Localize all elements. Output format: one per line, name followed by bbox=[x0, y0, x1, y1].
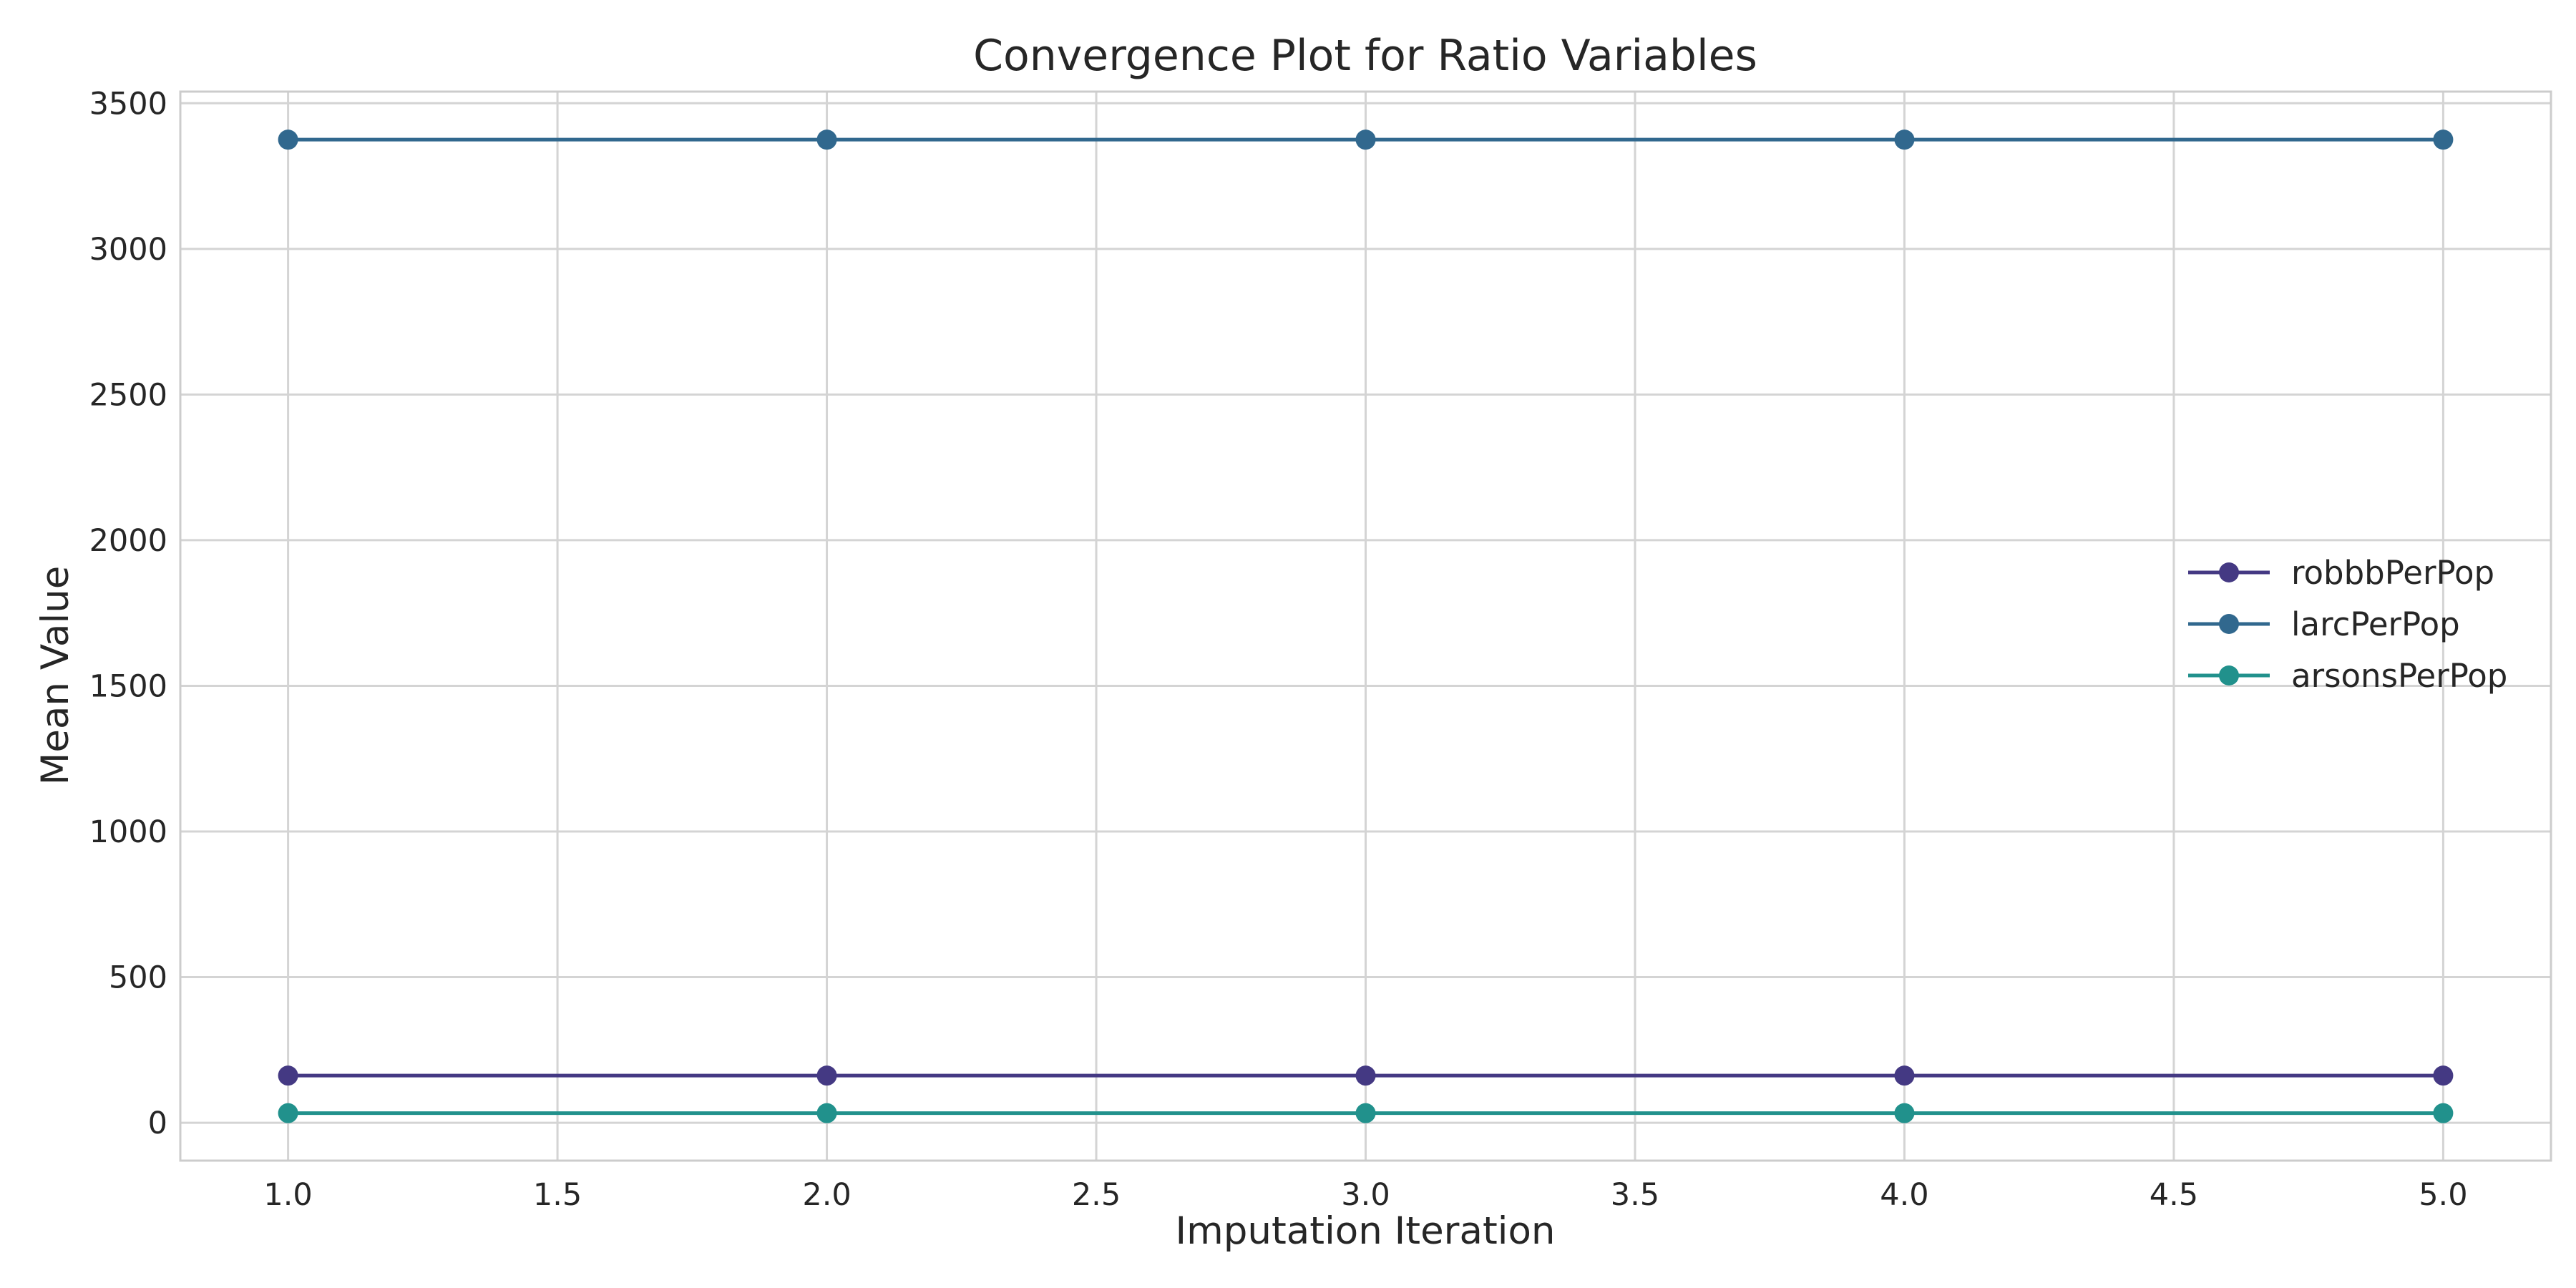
y-tick-label: 3500 bbox=[89, 86, 167, 122]
data-point bbox=[816, 1103, 837, 1123]
y-tick-label: 0 bbox=[148, 1106, 167, 1141]
y-tick-label: 3000 bbox=[89, 232, 167, 268]
x-tick-label: 3.5 bbox=[1611, 1177, 1659, 1213]
x-tick-label: 2.0 bbox=[802, 1177, 851, 1213]
legend-entry: robbbPerPop bbox=[2188, 554, 2494, 592]
grid bbox=[180, 92, 2551, 1161]
x-tick-label: 4.5 bbox=[2150, 1177, 2198, 1213]
x-tick-label: 3.0 bbox=[1341, 1177, 1390, 1213]
series-arsonsPerPop bbox=[278, 1103, 2454, 1123]
tick-labels: 1.0 1.5 2.0 2.5 3.0 3.5 4.0 4.5 5.0 0 500 1000 1500 2… bbox=[89, 86, 2468, 1213]
x-tick-label: 1.5 bbox=[533, 1177, 582, 1213]
legend-label: robbbPerPop bbox=[2291, 554, 2494, 592]
data-point bbox=[278, 130, 298, 150]
x-tick-label: 1.0 bbox=[263, 1177, 312, 1213]
y-tick-label: 2000 bbox=[89, 523, 167, 559]
data-point bbox=[1894, 1065, 1915, 1086]
x-tick-label: 2.5 bbox=[1072, 1177, 1121, 1213]
data-point bbox=[816, 1065, 837, 1086]
x-tick-label: 5.0 bbox=[2419, 1177, 2467, 1213]
series-larcPerPop bbox=[278, 130, 2454, 150]
series-layer bbox=[278, 130, 2454, 1123]
data-point bbox=[1894, 130, 1915, 150]
y-tick-label: 1000 bbox=[89, 814, 167, 850]
legend-entry: arsonsPerPop bbox=[2188, 657, 2507, 695]
legend: robbbPerPop larcPerPop arsonsPerPop bbox=[2188, 554, 2507, 695]
series-robbbPerPop bbox=[278, 1065, 2454, 1086]
y-tick-label: 1500 bbox=[89, 668, 167, 704]
x-tick-label: 4.0 bbox=[1880, 1177, 1928, 1213]
data-point bbox=[2433, 1103, 2454, 1123]
data-point bbox=[816, 130, 837, 150]
y-tick-label: 2500 bbox=[89, 377, 167, 413]
legend-label: arsonsPerPop bbox=[2291, 657, 2507, 695]
data-point bbox=[1355, 1103, 1376, 1123]
legend-marker bbox=[2219, 614, 2239, 634]
chart-title: Convergence Plot for Ratio Variables bbox=[973, 31, 1757, 81]
data-point bbox=[1894, 1103, 1915, 1123]
legend-entry: larcPerPop bbox=[2188, 605, 2460, 643]
legend-label: larcPerPop bbox=[2291, 605, 2460, 643]
data-point bbox=[2433, 130, 2454, 150]
data-point bbox=[278, 1103, 298, 1123]
data-point bbox=[1355, 1065, 1376, 1086]
legend-marker bbox=[2219, 665, 2239, 686]
plot-frame bbox=[179, 90, 2552, 1162]
legend-marker bbox=[2219, 562, 2239, 582]
x-axis-label: Imputation Iteration bbox=[1176, 1209, 1556, 1253]
y-axis-label: Mean Value bbox=[34, 566, 77, 786]
data-point bbox=[278, 1065, 298, 1086]
y-tick-label: 500 bbox=[109, 960, 167, 996]
data-point bbox=[1355, 130, 1376, 150]
data-point bbox=[2433, 1065, 2454, 1086]
